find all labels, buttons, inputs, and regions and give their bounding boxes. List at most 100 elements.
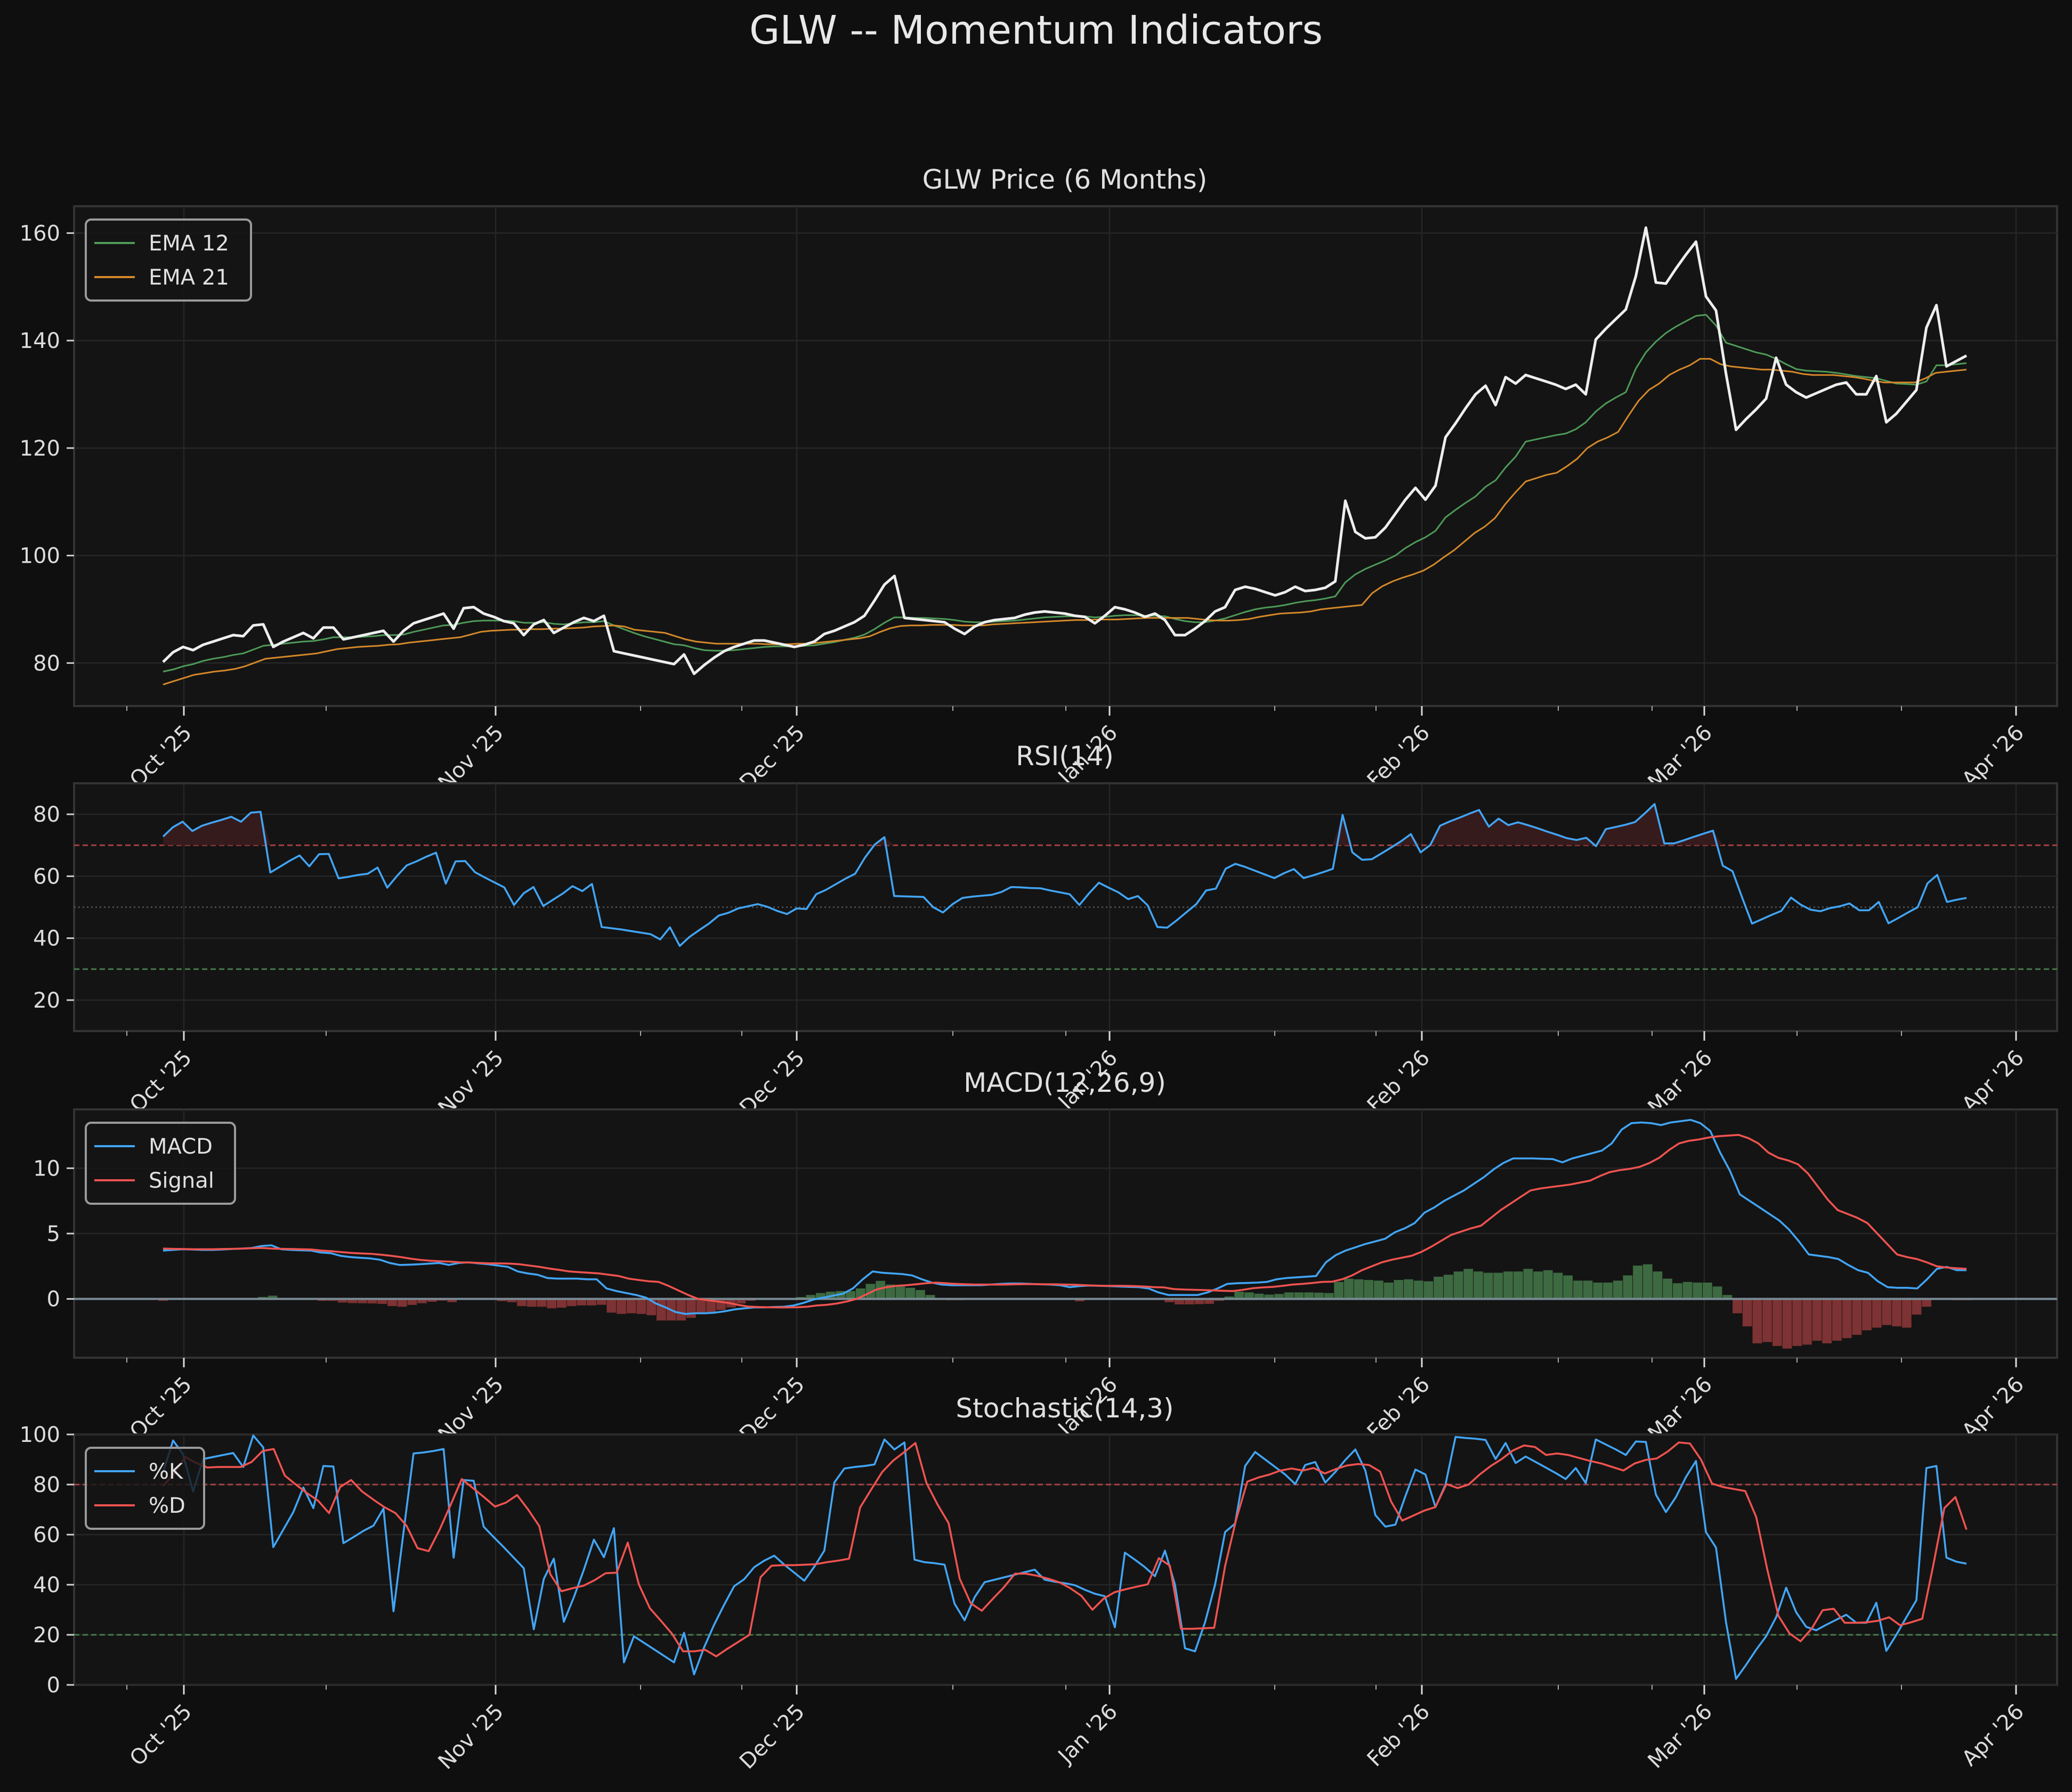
- histogram-bar: [636, 1299, 646, 1314]
- legend-label: EMA 12: [149, 231, 229, 256]
- legend: EMA 12 EMA 21: [85, 218, 252, 302]
- histogram-bar: [1752, 1299, 1762, 1344]
- histogram-bar: [1703, 1282, 1712, 1299]
- ema-21-line: [163, 358, 1967, 686]
- y-tick-label: 160: [20, 221, 60, 246]
- histogram-bar: [885, 1284, 895, 1299]
- histogram-bar: [1733, 1299, 1742, 1313]
- histogram-bar: [1762, 1299, 1772, 1342]
- histogram-bar: [1802, 1299, 1812, 1345]
- histogram-bar: [1394, 1280, 1404, 1299]
- histogram-bar: [1204, 1299, 1214, 1304]
- histogram-bar: [1164, 1299, 1175, 1302]
- price-panel-title: GLW Price (6 Months): [922, 164, 1208, 195]
- overbought-fill: [163, 804, 1966, 846]
- histogram-bar: [577, 1299, 587, 1306]
- histogram-bar: [1503, 1271, 1513, 1299]
- axes-frame: [73, 1433, 2058, 1686]
- histogram-bar: [806, 1295, 816, 1299]
- y-tick-label: 0: [47, 1673, 60, 1698]
- histogram-bar: [537, 1299, 547, 1307]
- signal-line: [163, 1134, 1967, 1309]
- stochastic-panel-title: Stochastic(14,3): [956, 1393, 1173, 1424]
- histogram-bar: [1672, 1283, 1682, 1299]
- histogram-bar: [1682, 1282, 1693, 1299]
- histogram-bar: [1922, 1299, 1932, 1307]
- histogram-bar: [1434, 1276, 1443, 1299]
- histogram-bar: [397, 1299, 407, 1307]
- -d-line: [162, 1441, 1968, 1658]
- histogram-bar: [1872, 1299, 1882, 1328]
- histogram-bar: [417, 1299, 427, 1303]
- histogram-bar: [547, 1299, 557, 1309]
- histogram-bar: [1374, 1280, 1383, 1299]
- y-tick-label: 40: [33, 1573, 60, 1598]
- histogram-bar: [517, 1299, 527, 1307]
- histogram-bar: [1314, 1292, 1324, 1299]
- histogram-bar: [1812, 1299, 1822, 1341]
- histogram-bar: [1543, 1270, 1553, 1299]
- histogram-bar: [1901, 1299, 1912, 1328]
- histogram-bar: [1912, 1299, 1922, 1315]
- histogram-bar: [1324, 1293, 1334, 1299]
- histogram-bar: [1642, 1264, 1653, 1299]
- histogram-bar: [1862, 1299, 1872, 1331]
- histogram-bar: [337, 1299, 347, 1303]
- histogram-bar: [1354, 1279, 1364, 1299]
- legend: MACD Signal: [85, 1122, 236, 1205]
- axes-frame: [73, 782, 2058, 1032]
- y-tick-label: 100: [20, 544, 60, 569]
- y-tick-label: 120: [20, 436, 60, 461]
- histogram-bar: [1184, 1299, 1194, 1304]
- y-tick-label: 60: [33, 1523, 60, 1547]
- histogram-bar: [268, 1295, 278, 1299]
- histogram-bar: [1593, 1282, 1603, 1299]
- y-tick-label: 10: [33, 1156, 60, 1181]
- histogram-bar: [1782, 1299, 1792, 1349]
- y-tick-label: 5: [47, 1222, 60, 1246]
- histogram-bar: [1523, 1269, 1533, 1299]
- histogram-bar: [1663, 1278, 1672, 1299]
- y-tick-label: 60: [33, 864, 60, 889]
- histogram-bar: [1712, 1286, 1722, 1299]
- y-tick-label: 140: [20, 329, 60, 353]
- histogram-bar: [916, 1290, 925, 1299]
- histogram-bar: [596, 1299, 606, 1305]
- histogram-bar: [1443, 1275, 1453, 1299]
- histogram-bar: [1603, 1282, 1613, 1299]
- histogram-bar: [347, 1299, 358, 1303]
- histogram-bar: [1842, 1299, 1852, 1339]
- histogram-bar: [1304, 1292, 1314, 1299]
- histogram-bar: [905, 1287, 916, 1299]
- histogram-bar: [1075, 1299, 1084, 1302]
- histogram-bar: [566, 1299, 577, 1307]
- histogram-bar: [527, 1299, 537, 1307]
- histogram-bar: [556, 1299, 566, 1308]
- histogram-bar: [1583, 1280, 1593, 1299]
- histogram-bar: [358, 1299, 367, 1303]
- legend-label: %K: [149, 1459, 184, 1484]
- y-tick-label: 80: [33, 1473, 60, 1497]
- histogram-bar: [1423, 1281, 1434, 1299]
- y-tick-label: 80: [33, 802, 60, 827]
- histogram-bar: [1175, 1299, 1184, 1304]
- histogram-bar: [1623, 1275, 1633, 1299]
- histogram-bar: [1244, 1292, 1254, 1299]
- y-tick-label: 80: [33, 651, 60, 676]
- histogram-bar: [706, 1299, 716, 1312]
- histogram-bar: [1882, 1299, 1892, 1325]
- rsi-panel-title: RSI(14): [1016, 741, 1114, 772]
- histogram-bar: [895, 1286, 905, 1299]
- histogram-bar: [696, 1299, 706, 1313]
- histogram-bar: [1364, 1280, 1374, 1299]
- histogram-bar: [497, 1299, 507, 1301]
- histogram-bar: [1413, 1280, 1423, 1299]
- histogram-bar: [1483, 1272, 1493, 1299]
- histogram-bar: [1493, 1272, 1503, 1299]
- histogram-bar: [846, 1291, 855, 1299]
- histogram-bar: [1234, 1292, 1244, 1299]
- legend-label: Signal: [149, 1169, 214, 1193]
